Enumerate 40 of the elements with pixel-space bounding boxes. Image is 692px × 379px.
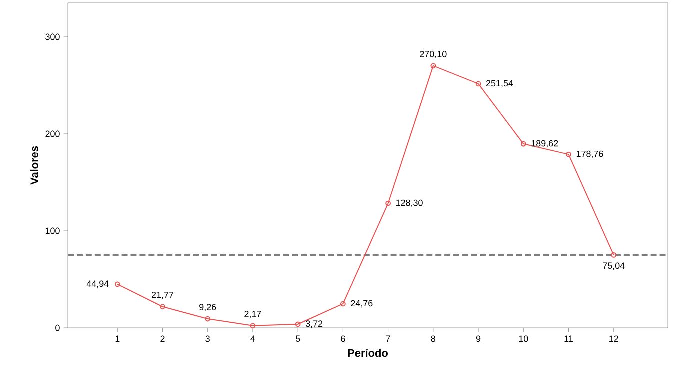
y-tick-label: 100: [46, 228, 60, 234]
point: [295, 322, 301, 328]
x-tick-label: 7: [386, 336, 390, 342]
point: [205, 316, 211, 322]
x-tick-label: 12: [610, 336, 618, 342]
data-label: 128,30: [396, 200, 423, 208]
point: [386, 200, 391, 206]
data-label: 21,77: [152, 292, 174, 300]
data-label: 3,72: [306, 320, 323, 328]
x-axis-title: Período: [348, 348, 388, 358]
data-label: 189,62: [532, 140, 558, 148]
y-tick-label: 300: [46, 34, 60, 40]
y-tick-label: 200: [46, 130, 60, 138]
data-label: 75,04: [603, 262, 625, 270]
data-label: 178,76: [576, 150, 604, 158]
point: [160, 304, 166, 310]
data-label: 251,54: [486, 80, 514, 88]
data-label: 44,94: [86, 280, 109, 288]
x-tick-label: 1: [116, 336, 120, 342]
y-tick-label: 0: [56, 324, 60, 332]
data-label: 2,17: [244, 310, 262, 318]
x-tick-label: 2: [160, 336, 165, 342]
x-tick-label: 3: [206, 336, 210, 342]
x-tick-label: 9: [476, 336, 481, 342]
point: [250, 323, 256, 329]
data-label: 9,26: [200, 304, 216, 312]
point: [340, 301, 346, 307]
x-tick-label: 10: [519, 336, 528, 342]
point: [430, 63, 436, 69]
x-tick-label: 6: [341, 336, 346, 342]
x-tick-label: 5: [296, 336, 300, 342]
data-label: 24,76: [351, 300, 373, 308]
y-axis-title: Valores: [30, 146, 38, 185]
point: [520, 141, 526, 147]
x-tick-label: 4: [250, 336, 256, 342]
x-tick-label: 11: [564, 336, 573, 342]
x-tick-label: 8: [431, 336, 436, 342]
point: [566, 152, 572, 158]
data-label: 270,10: [420, 51, 447, 58]
point: [476, 81, 482, 87]
